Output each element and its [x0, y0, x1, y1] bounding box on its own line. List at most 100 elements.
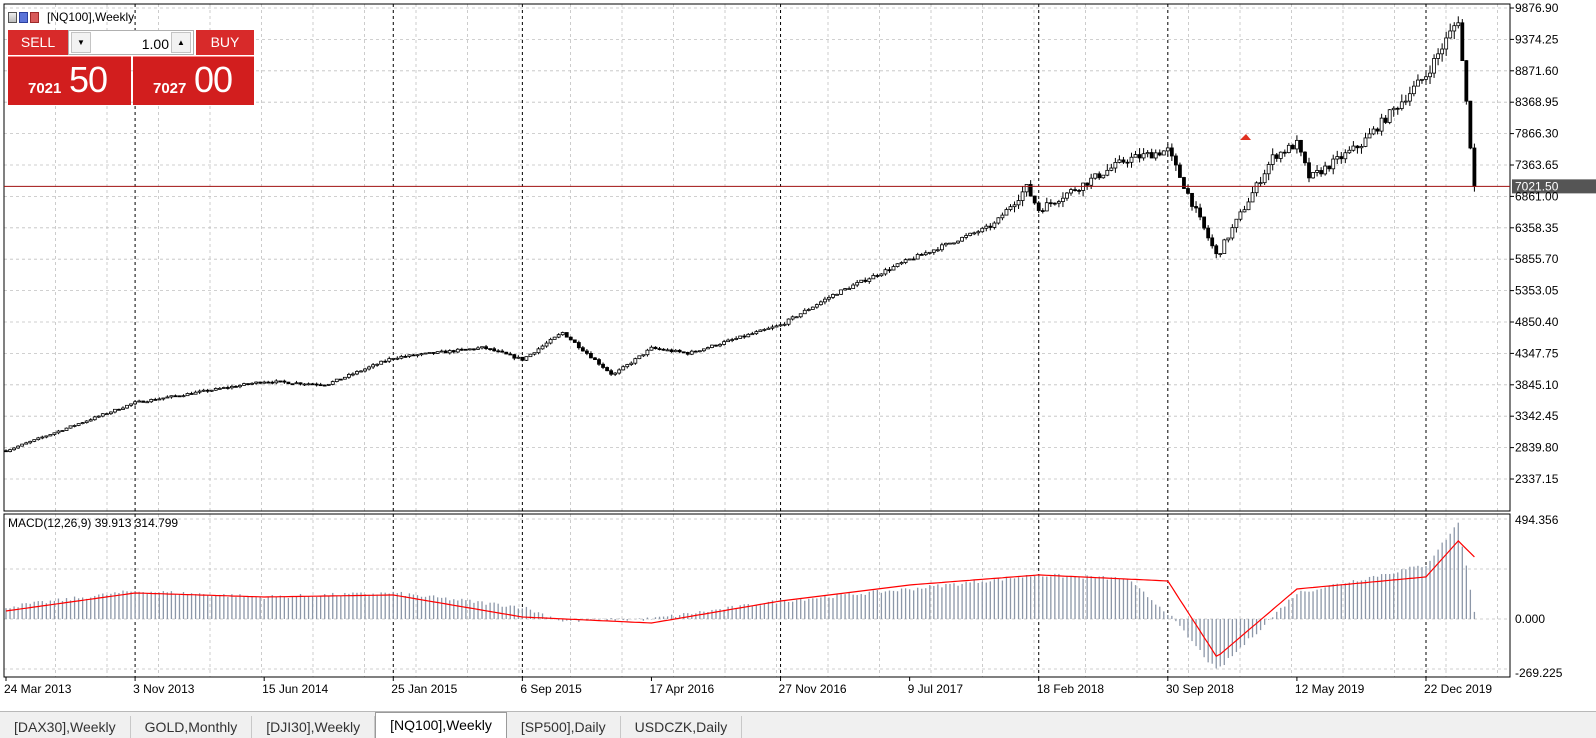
candle-body [1436, 53, 1441, 59]
candle-body [1246, 201, 1251, 211]
candle-body [1008, 206, 1013, 210]
buy-price-button[interactable]: 7027 00 [133, 56, 254, 105]
candle-body [298, 382, 303, 385]
candle-body [907, 258, 912, 261]
tab-2[interactable]: [DJI30],Weekly [252, 716, 376, 738]
candle-body [669, 349, 674, 353]
macd-histogram [5, 522, 1476, 669]
candle-body [1295, 139, 1299, 150]
candle-body [1468, 100, 1473, 149]
chart-title-bar: [NQ100],Weekly [8, 9, 134, 25]
candle-body [508, 353, 513, 356]
candle-body [40, 436, 45, 439]
y-tick-label: 7866.30 [1515, 127, 1559, 141]
candle-body [419, 353, 424, 356]
y-tick-label: 7363.65 [1515, 158, 1559, 172]
x-tick-label: 18 Feb 2018 [1037, 682, 1105, 696]
tab-0[interactable]: [DAX30],Weekly [0, 716, 131, 738]
candle-body [1351, 145, 1356, 151]
candle-body [447, 350, 452, 354]
volume-increase-button[interactable]: ▲ [171, 32, 191, 53]
candle-body [1391, 107, 1396, 111]
buy-price-big: 00 [194, 59, 233, 100]
candle-body [552, 336, 557, 340]
tab-1[interactable]: GOLD,Monthly [131, 716, 253, 738]
candle-body [1258, 182, 1263, 185]
macd-y-tick-label: 0.000 [1515, 612, 1545, 626]
candle-body [544, 342, 549, 347]
candle-body [351, 373, 355, 376]
candle-body [1214, 245, 1219, 255]
candle-body [714, 344, 718, 347]
candle-body [230, 385, 234, 389]
candle-body [1117, 159, 1122, 163]
candle-body [1169, 147, 1174, 157]
y-tick-label: 4850.40 [1515, 315, 1559, 329]
current-price-label-bg [1512, 179, 1596, 194]
tab-4[interactable]: [SP500],Daily [507, 716, 621, 738]
candle-body [375, 363, 380, 366]
candle-body [254, 381, 259, 384]
candle-body [665, 349, 670, 352]
candle-body [60, 430, 65, 432]
candle-body [1077, 189, 1081, 192]
candle-body [4, 450, 8, 453]
y-tick-label: 9876.90 [1515, 1, 1559, 15]
candle-body [302, 383, 307, 386]
candle-body [1339, 156, 1344, 160]
macd-y-tick-label: -269.225 [1515, 666, 1563, 680]
volume-input[interactable] [95, 33, 171, 54]
y-tick-label: 3845.10 [1515, 378, 1559, 392]
candle-body [984, 225, 989, 229]
buy-button[interactable]: BUY [196, 30, 254, 55]
candle-body [217, 387, 222, 390]
candle-body [988, 225, 993, 228]
candle-body [117, 408, 121, 411]
candle-body [32, 439, 37, 442]
candle-body [1416, 79, 1420, 87]
candle-body [520, 356, 525, 361]
candle-body [1399, 101, 1404, 109]
candle-body [395, 357, 400, 360]
candle-body [891, 266, 896, 271]
tab-5[interactable]: USDCZK,Daily [621, 716, 743, 738]
candle-body [524, 356, 529, 361]
x-tick-label: 22 Dec 2019 [1424, 682, 1492, 696]
candle-body [931, 249, 936, 253]
volume-decrease-button[interactable]: ▼ [71, 32, 91, 53]
candle-body [843, 288, 847, 291]
candle-body [778, 324, 783, 327]
candle-body [379, 360, 384, 365]
candle-body [915, 254, 920, 260]
candle-body [221, 387, 226, 389]
candle-body [1347, 149, 1352, 154]
tab-3[interactable]: [NQ100],Weekly [375, 712, 507, 738]
candle-body [689, 350, 694, 355]
candle-body [1359, 146, 1364, 149]
candle-body [952, 242, 956, 245]
candle-body [367, 366, 371, 370]
candle-body [875, 275, 880, 277]
candle-body [810, 306, 815, 310]
candle-body [1161, 150, 1166, 156]
candle-body [278, 380, 283, 383]
sell-price-button[interactable]: 7021 50 [8, 56, 131, 105]
candle-body [653, 346, 658, 350]
chart-icon [8, 11, 17, 23]
candle-body [1448, 30, 1453, 39]
candle-body [407, 354, 412, 357]
candle-body [722, 341, 726, 345]
candle-body [827, 296, 831, 300]
y-tick-label: 5353.05 [1515, 284, 1559, 298]
candle-body [738, 335, 743, 339]
candle-body [133, 401, 137, 405]
candle-body [68, 425, 73, 429]
candle-body [758, 329, 763, 333]
candle-body [766, 327, 771, 330]
candle-body [835, 293, 839, 296]
candle-body [1331, 158, 1336, 170]
sell-button[interactable]: SELL [8, 30, 68, 55]
candle-body [593, 357, 597, 361]
candle-body [750, 333, 755, 336]
